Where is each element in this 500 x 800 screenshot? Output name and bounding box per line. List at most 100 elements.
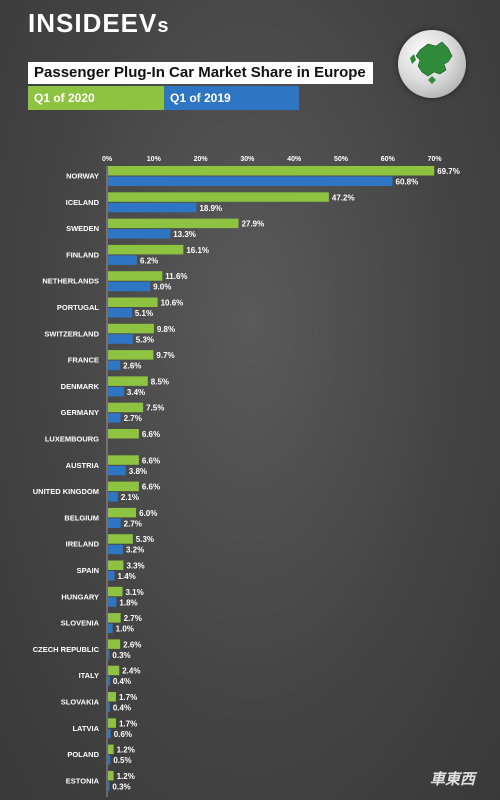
category-label: NORWAY — [66, 172, 99, 181]
category-label: SLOVENIA — [61, 619, 100, 628]
data-label: 3.2% — [126, 546, 144, 555]
x-tick-label: 30% — [240, 156, 255, 163]
data-label: 3.4% — [127, 388, 145, 397]
bar-q1-2020 — [108, 455, 139, 465]
data-label: 0.4% — [113, 677, 131, 686]
data-label: 0.3% — [112, 651, 130, 660]
bar-q1-2020 — [108, 507, 137, 518]
data-label: 3.8% — [129, 467, 147, 476]
data-label: 2.4% — [122, 667, 140, 676]
bar-q1-2020 — [108, 665, 120, 676]
category-label: SLOVAKIA — [61, 698, 100, 707]
x-tick-label: 50% — [334, 156, 349, 163]
data-label: 1.0% — [116, 625, 134, 634]
data-label: 2.7% — [124, 614, 142, 623]
bar-q1-2019 — [108, 492, 118, 502]
bar-q1-2020 — [108, 692, 116, 702]
data-label: 47.2% — [332, 193, 355, 202]
data-label: 3.3% — [126, 562, 144, 571]
bar-q1-2020 — [108, 639, 121, 649]
chart-title: Passenger Plug-In Car Market Share in Eu… — [28, 62, 373, 84]
category-label: UNITED KINGDOM — [33, 487, 99, 496]
data-label: 2.7% — [124, 414, 142, 423]
x-tick-label: 0% — [102, 156, 113, 163]
bar-q1-2019 — [108, 255, 138, 265]
bar-q1-2019 — [108, 465, 126, 476]
bar-q1-2019 — [108, 597, 117, 607]
category-label: SWITZERLAND — [44, 329, 99, 338]
data-label: 6.6% — [142, 483, 160, 492]
category-label: ICELAND — [66, 198, 100, 207]
bar-q1-2020 — [108, 166, 435, 176]
data-label: 6.6% — [142, 456, 160, 465]
category-label: LUXEMBOURG — [45, 435, 99, 444]
data-label: 9.7% — [156, 351, 174, 360]
data-label: 8.5% — [151, 377, 169, 386]
bar-q1-2019 — [108, 728, 111, 739]
data-label: 1.8% — [119, 598, 137, 607]
category-label: DENMARK — [61, 382, 100, 391]
data-label: 1.4% — [118, 572, 136, 581]
data-label: 1.2% — [117, 746, 135, 755]
bar-q1-2019 — [108, 308, 132, 318]
bar-q1-2019 — [108, 386, 124, 397]
data-label: 2.6% — [123, 362, 141, 371]
data-label: 1.2% — [117, 772, 135, 781]
data-label: 3.1% — [126, 588, 144, 597]
bar-q1-2019 — [108, 702, 110, 712]
bar-q1-2020 — [108, 376, 148, 386]
bar-q1-2020 — [108, 323, 154, 334]
bar-q1-2020 — [108, 586, 123, 597]
bar-q1-2020 — [108, 218, 239, 229]
data-label: 1.7% — [119, 693, 137, 702]
category-label: LATVIA — [72, 724, 99, 733]
category-label: AUSTRIA — [66, 461, 100, 470]
bar-q1-2020 — [108, 560, 124, 570]
watermark-text: 車東西 — [430, 771, 476, 788]
bar-q1-2019 — [108, 176, 393, 186]
bar-q1-2020 — [108, 350, 154, 360]
data-label: 0.5% — [113, 756, 131, 765]
bar-q1-2020 — [108, 192, 329, 202]
bar-q1-2019 — [108, 571, 115, 581]
legend-q1-2020: Q1 of 2020 — [28, 86, 164, 110]
bar-q1-2020 — [108, 297, 158, 307]
category-label: NETHERLANDS — [42, 277, 99, 286]
data-label: 9.0% — [153, 283, 171, 292]
category-label: IRELAND — [66, 540, 100, 549]
bar-q1-2020 — [108, 402, 144, 413]
data-label: 1.7% — [119, 719, 137, 728]
category-label: BELGIUM — [64, 513, 99, 522]
europe-globe-icon — [398, 30, 466, 98]
data-label: 11.6% — [165, 272, 187, 281]
data-label: 5.3% — [136, 335, 154, 344]
data-label: 69.7% — [437, 167, 460, 176]
data-label: 6.6% — [142, 430, 160, 439]
data-label: 5.1% — [135, 309, 153, 318]
data-label: 7.5% — [146, 404, 164, 413]
x-tick-label: 40% — [287, 156, 302, 163]
bar-q1-2019 — [108, 781, 110, 791]
bar-q1-2019 — [108, 676, 110, 686]
data-label: 13.3% — [173, 230, 196, 239]
bar-q1-2019 — [108, 649, 110, 660]
category-label: HUNGARY — [61, 592, 99, 601]
category-label: PORTUGAL — [57, 303, 100, 312]
data-label: 2.1% — [121, 493, 139, 502]
data-label: 18.9% — [199, 204, 222, 213]
category-label: GERMANY — [61, 408, 99, 417]
bar-q1-2019 — [108, 360, 121, 371]
bar-q1-2019 — [108, 623, 113, 634]
category-label: ESTONIA — [66, 776, 100, 785]
bar-q1-2019 — [108, 755, 111, 765]
data-label: 10.6% — [161, 299, 184, 308]
bar-q1-2020 — [108, 534, 133, 544]
data-label: 6.2% — [140, 256, 158, 265]
bar-q1-2020 — [108, 429, 139, 439]
x-tick-label: 10% — [147, 156, 162, 163]
bar-q1-2019 — [108, 413, 121, 423]
data-label: 27.9% — [242, 220, 265, 229]
category-label: SPAIN — [77, 566, 99, 575]
bar-q1-2020 — [108, 744, 114, 755]
